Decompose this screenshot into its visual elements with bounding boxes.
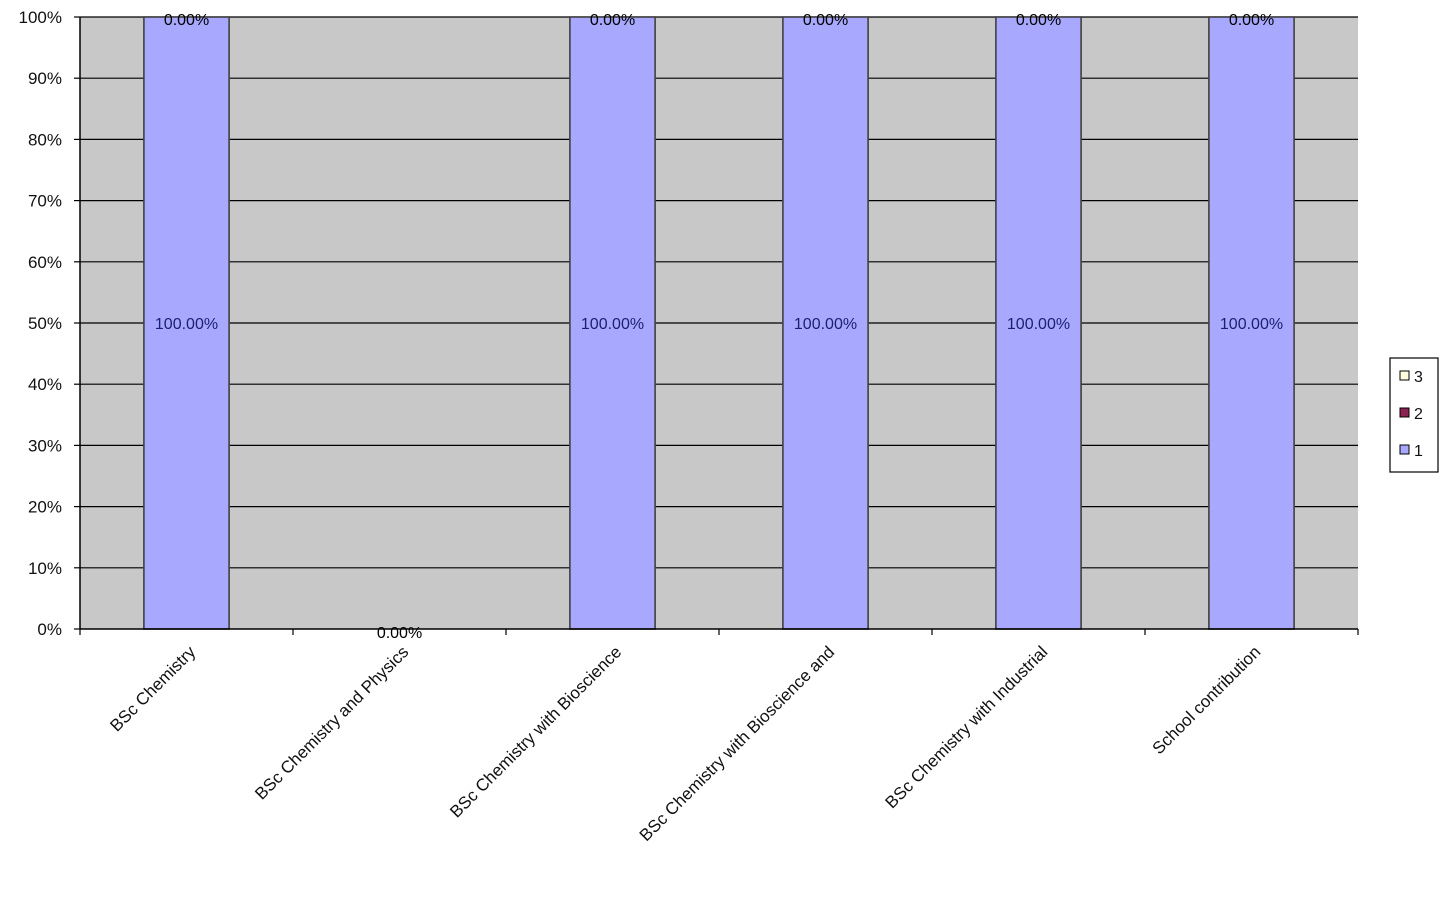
bar-series-1 xyxy=(782,16,869,630)
top-data-label: 0.00% xyxy=(590,12,635,29)
x-axis-category-labels: BSc Chemistry BSc Chemistry and Physics BS… xyxy=(79,629,1359,845)
y-tick-label: 90% xyxy=(28,69,62,88)
y-tick-label: 0% xyxy=(37,620,62,639)
top-data-label: 0.00% xyxy=(803,12,848,29)
legend-label: 3 xyxy=(1414,369,1423,386)
y-tick-label: 10% xyxy=(28,559,62,578)
y-tick-label: 60% xyxy=(28,253,62,272)
top-data-label: 0.00% xyxy=(164,12,209,29)
legend-swatch xyxy=(1399,370,1410,381)
bar-series-1 xyxy=(569,16,656,630)
legend-swatch xyxy=(1399,407,1410,418)
x-category-label: BSc Chemistry with Bioscience xyxy=(446,642,625,821)
y-tick-label: 40% xyxy=(28,375,62,394)
x-category-label: BSc Chemistry with Bioscience and xyxy=(636,642,839,845)
bar-data-label: 100.00% xyxy=(1220,316,1283,333)
y-axis-tick-labels: 0% 10% 20% 30% 40% 50% 60% 70% 80% 90% 100% xyxy=(19,8,80,639)
bar-data-label: 100.00% xyxy=(581,316,644,333)
x-category-label: BSc Chemistry xyxy=(106,642,199,735)
top-data-label: 0.00% xyxy=(1229,12,1274,29)
base-data-label: 0.00% xyxy=(377,625,422,642)
gridlines xyxy=(80,16,1358,569)
x-category-label: BSc Chemistry with Industrial xyxy=(882,642,1052,812)
legend: 3 2 1 xyxy=(1389,357,1439,473)
x-category-label: BSc Chemistry and Physics xyxy=(251,642,412,803)
y-tick-label: 30% xyxy=(28,436,62,455)
legend-swatch xyxy=(1399,444,1410,455)
bar-data-label: 100.00% xyxy=(794,316,857,333)
legend-label: 2 xyxy=(1414,406,1423,423)
bar-series xyxy=(143,16,1295,630)
y-tick-label: 80% xyxy=(28,130,62,149)
bar-series-1 xyxy=(1208,16,1295,630)
y-tick-label: 100% xyxy=(19,8,62,27)
bar-data-label: 100.00% xyxy=(155,316,218,333)
bar-series-1 xyxy=(143,16,230,630)
legend-label: 1 xyxy=(1414,443,1423,460)
y-tick-label: 20% xyxy=(28,498,62,517)
x-category-label: School contribution xyxy=(1149,642,1265,758)
bar-series-1 xyxy=(995,16,1082,630)
legend-box xyxy=(1389,357,1439,473)
y-tick-label: 70% xyxy=(28,192,62,211)
y-tick-label: 50% xyxy=(28,314,62,333)
bar-data-label: 100.00% xyxy=(1007,316,1070,333)
top-data-label: 0.00% xyxy=(1016,12,1061,29)
